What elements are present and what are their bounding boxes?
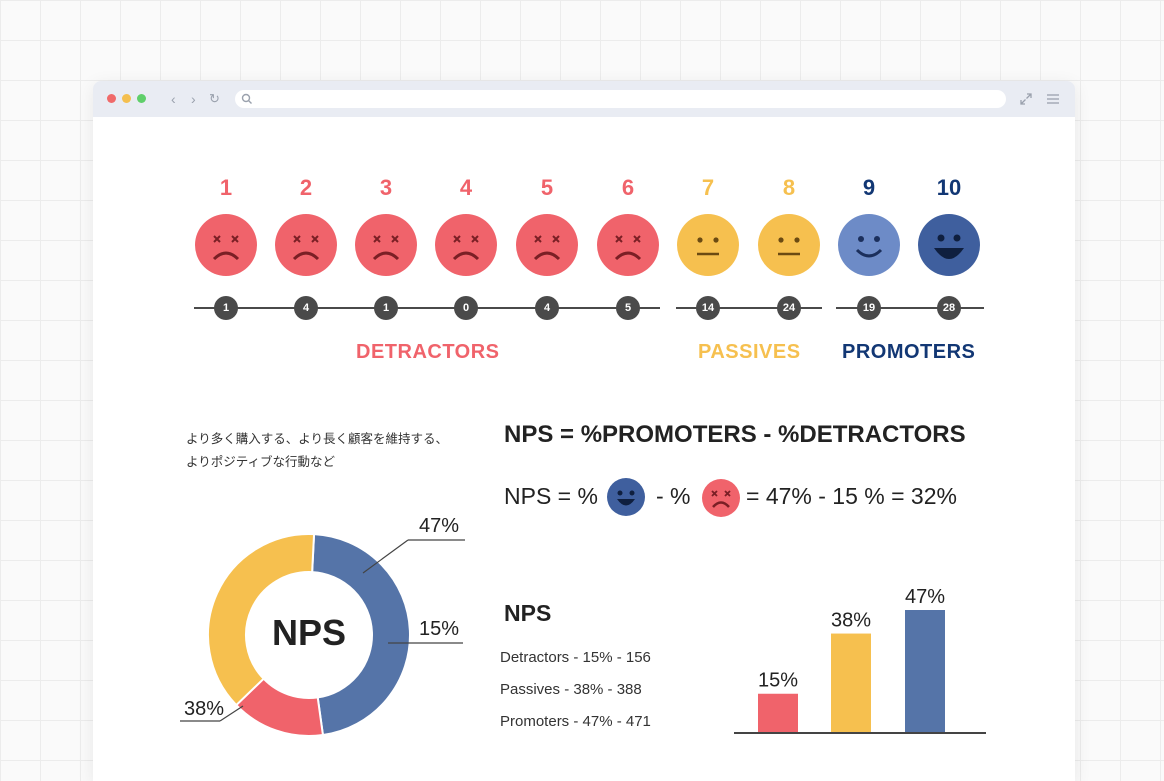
passives-label: PASSIVES [698, 341, 801, 363]
passives-line [676, 307, 822, 309]
count-badge-7: 14 [696, 296, 720, 320]
detractors-line [194, 307, 660, 309]
face-icon-9 [838, 214, 900, 276]
count-badge-4: 0 [454, 296, 478, 320]
bar-label-passives: 38% [831, 610, 871, 632]
face-icon-7 [677, 214, 739, 276]
legend-detractors: Detractors - 15% - 156 [500, 649, 651, 666]
formula-result: = 47% - 15 % = 32% [746, 483, 957, 509]
back-icon[interactable]: ‹ [171, 91, 176, 107]
reload-icon[interactable]: ↻ [209, 91, 220, 106]
face-icon-8 [758, 214, 820, 276]
score-number-2: 2 [299, 175, 313, 200]
score-number-9: 9 [862, 175, 876, 200]
forward-icon[interactable]: › [191, 91, 196, 107]
bar-label-detractors: 15% [758, 670, 798, 692]
score-number-6: 6 [621, 175, 635, 200]
score-number-3: 3 [379, 175, 393, 200]
score-number-4: 4 [459, 175, 473, 200]
count-badge-2: 4 [294, 296, 318, 320]
count-badge-1: 1 [214, 296, 238, 320]
face-icon-5 [516, 214, 578, 276]
address-bar[interactable] [235, 90, 1006, 108]
score-number-8: 8 [782, 175, 796, 200]
face-icon-10 [918, 214, 980, 276]
nps-bar-chart: 15% 38% 47% [734, 586, 986, 734]
count-badge-5: 4 [535, 296, 559, 320]
legend-promoters: Promoters - 47% - 471 [500, 713, 651, 730]
donut-center-label: NPS [272, 612, 346, 653]
donut-slice-passives [207, 533, 316, 707]
formula-title: NPS = %PROMOTERS - %DETRACTORS [504, 421, 966, 448]
formula-prefix: NPS = % [504, 483, 598, 509]
score-number-7: 7 [701, 175, 715, 200]
browser-toolbar: ‹ › ↻ [93, 81, 1075, 117]
close-window-dot[interactable] [107, 94, 116, 103]
nps-donut-chart: NPS [180, 533, 465, 737]
legend-passives: Passives - 38% - 388 [500, 681, 642, 698]
minimize-window-dot[interactable] [122, 94, 131, 103]
promoter-face-icon [607, 478, 645, 516]
detractor-face-icon [702, 479, 740, 517]
benefit-note-line-2: よりポジティブな行動など [186, 455, 336, 469]
search-icon [241, 93, 252, 104]
bar-detractors [758, 693, 798, 733]
donut-label-passives: 38% [184, 698, 225, 720]
donut-label-promoters: 47% [419, 515, 460, 537]
score-number-5: 5 [540, 175, 554, 200]
count-badge-3: 1 [374, 296, 398, 320]
donut-slice-promoters [311, 533, 411, 737]
bar-passives [831, 633, 871, 733]
count-badge-9: 19 [857, 296, 881, 320]
expand-icon[interactable] [1019, 92, 1033, 106]
count-badge-10: 28 [937, 296, 961, 320]
face-icon-4 [435, 214, 497, 276]
face-icon-6 [597, 214, 659, 276]
bar-promoters [905, 610, 945, 733]
promoters-label: PROMOTERS [842, 341, 976, 363]
zoom-window-dot[interactable] [137, 94, 146, 103]
browser-window: ‹ › ↻ [93, 81, 1075, 781]
bar-label-promoters: 47% [905, 586, 945, 608]
score-number-10: 10 [936, 175, 962, 200]
promoters-line [836, 307, 984, 309]
donut-label-detractors: 15% [419, 618, 460, 640]
benefit-note-line-1: より多く購入する、より長く顧客を維持する、 [186, 432, 449, 446]
face-icon-1 [195, 214, 257, 276]
menu-icon[interactable] [1046, 93, 1060, 105]
count-badge-8: 24 [777, 296, 801, 320]
score-number-1: 1 [219, 175, 233, 200]
face-icon-3 [355, 214, 417, 276]
detractors-label: DETRACTORS [356, 341, 500, 363]
count-badge-6: 5 [616, 296, 640, 320]
face-icon-2 [275, 214, 337, 276]
formula-minus: - % [656, 483, 691, 509]
nps-breakdown-title: NPS [504, 600, 552, 626]
